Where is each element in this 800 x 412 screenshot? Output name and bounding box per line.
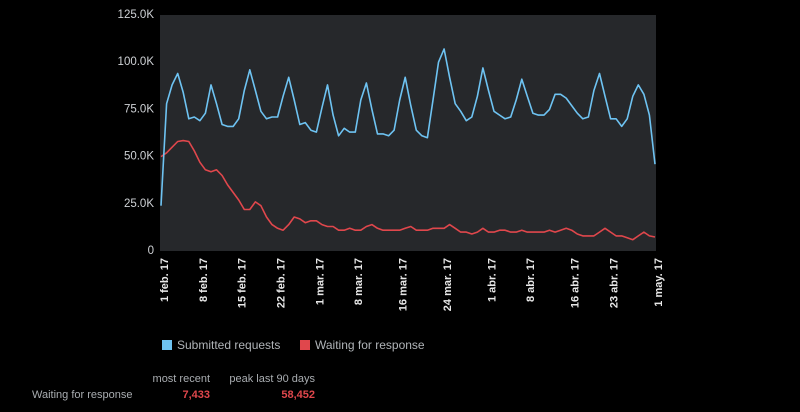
- x-tick-label: 24 mar. 17: [442, 258, 454, 311]
- legend-swatch: [162, 340, 172, 350]
- legend-swatch: [300, 340, 310, 350]
- y-tick-label: 100.0K: [118, 56, 155, 68]
- series-line: [160, 48, 656, 206]
- x-tick-label: 1 mar. 17: [314, 258, 326, 305]
- plot-area: [160, 15, 656, 251]
- table-header: most recent: [153, 373, 210, 385]
- x-tick-label: 1 may. 17: [653, 258, 665, 307]
- x-tick-label: 16 abr. 17: [570, 258, 582, 308]
- legend-label: Waiting for response: [315, 338, 425, 352]
- y-tick-label: 25.0K: [124, 198, 154, 210]
- y-tick-label: 0: [148, 245, 154, 257]
- x-tick-label: 8 abr. 17: [525, 258, 537, 302]
- table-value: 58,452: [281, 389, 315, 401]
- x-tick-label: 1 abr. 17: [486, 258, 498, 302]
- table-header: peak last 90 days: [229, 373, 315, 385]
- x-tick-label: 15 feb. 17: [237, 258, 249, 308]
- x-tick-label: 23 abr. 17: [609, 258, 621, 308]
- y-tick-label: 50.0K: [124, 151, 154, 163]
- x-tick-label: 8 mar. 17: [353, 258, 365, 305]
- y-tick-label: 125.0K: [118, 9, 155, 21]
- x-tick-label: 22 feb. 17: [275, 258, 287, 308]
- x-tick-label: 8 feb. 17: [198, 258, 210, 302]
- table-value: 7,433: [182, 389, 210, 401]
- legend-label: Submitted requests: [177, 338, 280, 352]
- x-tick-label: 1 feb. 17: [159, 258, 171, 302]
- y-tick-label: 75.0K: [124, 103, 154, 115]
- table-row-label: Waiting for response: [32, 389, 132, 401]
- series-line: [160, 139, 656, 241]
- x-tick-label: 16 mar. 17: [398, 258, 410, 311]
